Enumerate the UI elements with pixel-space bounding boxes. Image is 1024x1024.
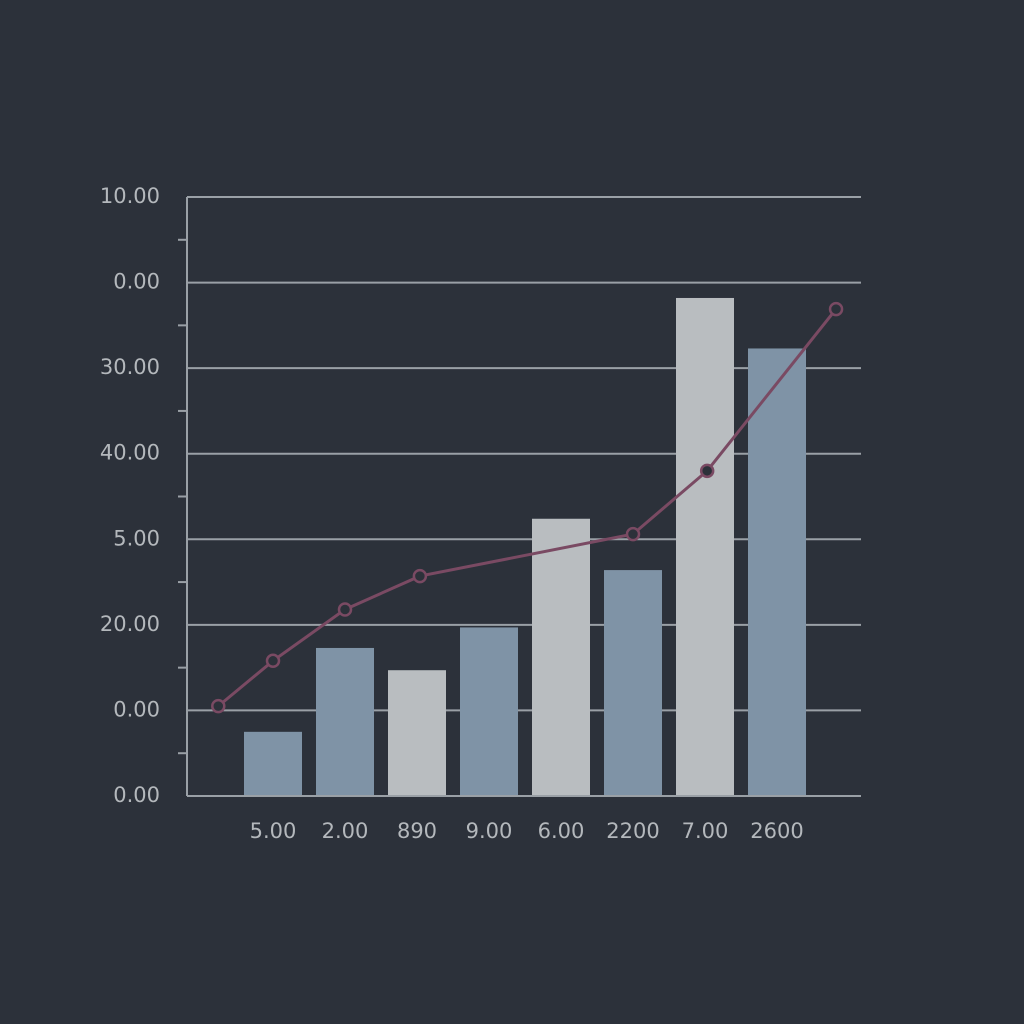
line-point [412, 568, 428, 584]
x-tick-label: 5.00 [250, 819, 297, 843]
y-tick-label: 0.00 [113, 270, 160, 294]
bar [244, 731, 302, 796]
y-tick-label: 10.00 [100, 184, 160, 208]
bar [604, 570, 662, 796]
y-tick-label: 30.00 [100, 355, 160, 379]
x-tick-label: 2.00 [322, 819, 369, 843]
line-point [211, 698, 226, 714]
bar [748, 348, 806, 796]
x-tick-label: 7.00 [682, 819, 729, 843]
y-tick-label: 20.00 [100, 612, 160, 636]
line-point [828, 301, 844, 317]
bar [388, 670, 446, 796]
line-point [337, 602, 353, 617]
x-tick-label: 2600 [750, 819, 803, 843]
line-point [625, 526, 641, 542]
bar [532, 518, 590, 796]
y-tick-label: 5.00 [113, 526, 160, 550]
x-tick-label: 890 [397, 819, 437, 843]
x-tick-label: 2200 [606, 819, 659, 843]
bar [676, 297, 734, 796]
bar [460, 627, 518, 796]
bar [316, 647, 374, 796]
y-tick-label: 40.00 [100, 441, 160, 465]
line-point [699, 463, 715, 479]
line-point [265, 653, 281, 669]
x-tick-label: 6.00 [538, 819, 585, 843]
x-tick-label: 9.00 [466, 819, 513, 843]
y-tick-label: 0.00 [113, 697, 160, 721]
y-tick-label: 0.00 [113, 783, 160, 807]
